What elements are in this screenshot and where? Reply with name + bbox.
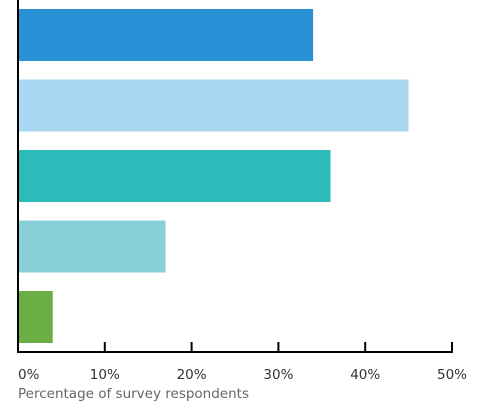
- x-tick-label: 10%: [90, 367, 120, 383]
- x-tick-label: 20%: [177, 367, 207, 383]
- x-tick-label: 40%: [350, 367, 380, 383]
- x-tick-label: 30%: [263, 367, 293, 383]
- bars-group: [18, 9, 409, 343]
- bar-1: [18, 9, 314, 61]
- bar-4: [18, 220, 166, 273]
- x-axis-label: Percentage of survey respondents: [18, 386, 249, 402]
- bar-2: [18, 79, 409, 132]
- bar-3: [18, 150, 331, 202]
- x-ticks-group: 0% 10% 20% 30% 40% 50%: [17, 342, 467, 383]
- x-tick-label: 50%: [437, 367, 467, 383]
- bar-5: [18, 291, 53, 343]
- x-tick-label: 0%: [18, 367, 40, 383]
